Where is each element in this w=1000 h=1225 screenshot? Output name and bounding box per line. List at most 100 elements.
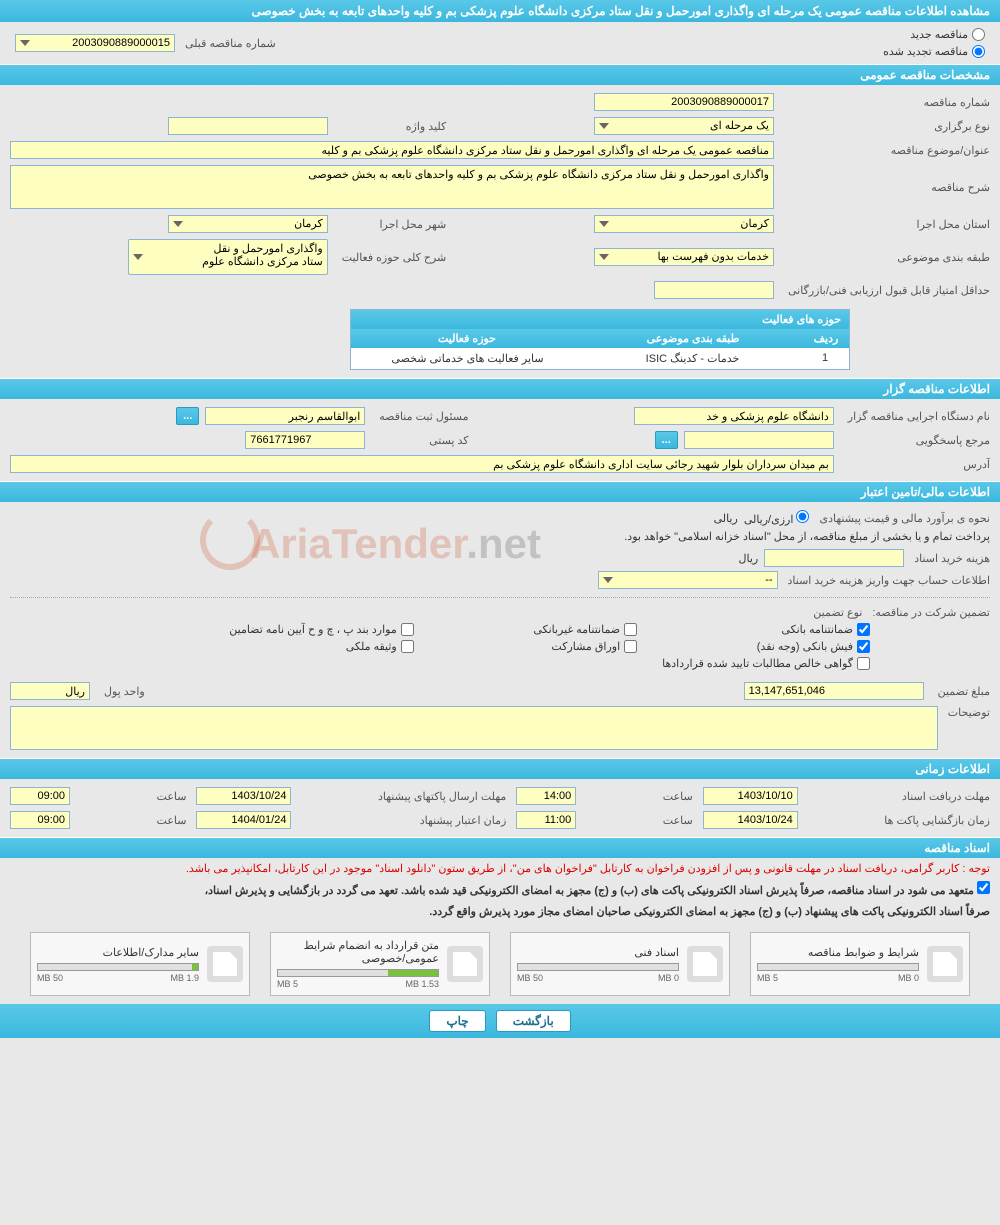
keyword-field[interactable]: [168, 117, 328, 135]
doc-cost-field[interactable]: [764, 549, 904, 567]
address-label: آدرس: [844, 458, 990, 471]
scope-select[interactable]: واگذاری امورحمل و نقل ستاد مرکزی دانشگاه…: [128, 239, 328, 275]
doc-title: شرایط و ضوابط مناقصه: [757, 946, 919, 959]
doc-used: 1.9 MB: [170, 973, 199, 983]
registrar-more-button[interactable]: ...: [176, 407, 199, 425]
payment-note: پرداخت تمام و یا بخشی از مبلغ مناقصه، از…: [10, 530, 990, 543]
page-title: مشاهده اطلاعات مناقصه عمومی یک مرحله ای …: [0, 0, 1000, 22]
category-select[interactable]: خدمات بدون فهرست بها: [594, 248, 774, 266]
chk-bank[interactable]: ضمانتنامه بانکی: [657, 623, 870, 636]
validity-date-field[interactable]: [196, 811, 291, 829]
validity-time-field[interactable]: [10, 811, 70, 829]
subject-label: عنوان/موضوع مناقصه: [784, 144, 990, 157]
scope-label: شرح کلی حوزه فعالیت: [338, 251, 447, 264]
doc-max: 50 MB: [37, 973, 63, 983]
registrar-field[interactable]: [205, 407, 365, 425]
doc-card[interactable]: شرایط و ضوابط مناقصه 0 MB 5 MB: [750, 932, 970, 996]
folder-icon: [927, 946, 963, 982]
chk-property[interactable]: وثیقه ملکی: [130, 640, 414, 653]
radio-new-label: مناقصه جدید: [910, 28, 968, 41]
city-label: شهر محل اجرا: [338, 218, 447, 231]
deposit-info-label: اطلاعات حساب جهت واریز هزینه خرید اسناد: [784, 574, 990, 587]
section-documents: اسناد مناقصه: [0, 837, 1000, 858]
doc-used: 0 MB: [898, 973, 919, 983]
doc-max: 5 MB: [757, 973, 778, 983]
doc-cost-unit: ریال: [738, 552, 758, 565]
address-field[interactable]: [10, 455, 834, 473]
contact-field[interactable]: [684, 431, 834, 449]
folder-icon: [447, 946, 483, 982]
doc-used: 0 MB: [658, 973, 679, 983]
radio-new[interactable]: مناقصه جدید: [883, 28, 985, 41]
validity-label: زمان اعتبار پیشنهاد: [301, 814, 506, 827]
tender-no-field[interactable]: [594, 93, 774, 111]
receive-time-field[interactable]: [516, 787, 576, 805]
doc-size-bar: [37, 963, 199, 971]
radio-renewed[interactable]: مناقصه تجدید شده: [883, 45, 985, 58]
city-select[interactable]: کرمان: [168, 215, 328, 233]
doc-size-bar: [757, 963, 919, 971]
submit-time-field[interactable]: [10, 787, 70, 805]
prev-tender-select[interactable]: 2003090889000015: [15, 34, 175, 52]
cell-scope: سایر فعالیت های خدماتی شخصی: [355, 352, 580, 365]
postal-field[interactable]: [245, 431, 365, 449]
contact-more-button[interactable]: ...: [655, 431, 678, 449]
back-button[interactable]: بازگشت: [496, 1010, 571, 1032]
open-time-field[interactable]: [516, 811, 576, 829]
province-select[interactable]: کرمان: [594, 215, 774, 233]
doc-max: 50 MB: [517, 973, 543, 983]
open-date-field[interactable]: [703, 811, 798, 829]
bold-notice-2: صرفاً اسناد الکترونیکی پاکت های پیشنهاد …: [0, 903, 1000, 924]
notes-label: توضیحات: [944, 706, 990, 719]
desc-textarea[interactable]: واگذاری امورحمل و نقل ستاد مرکزی دانشگاه…: [10, 165, 774, 209]
cell-idx: 1: [805, 352, 845, 365]
min-score-field[interactable]: [654, 281, 774, 299]
min-score-label: حداقل امتیاز قابل قبول ارزیابی فنی/بازرگ…: [784, 284, 990, 297]
type-label: نوع برگزاری: [784, 120, 990, 133]
doc-title: متن قرارداد به انضمام شرایط عمومی/خصوصی: [277, 939, 439, 965]
subject-field[interactable]: [10, 141, 774, 159]
deposit-info-select[interactable]: --: [598, 571, 778, 589]
cell-cat: خدمات - کدینگ ISIC: [580, 352, 805, 365]
folder-icon: [207, 946, 243, 982]
registrar-label: مسئول ثبت مناقصه: [375, 410, 468, 423]
activities-title: حوزه های فعالیت: [351, 310, 849, 329]
prev-tender-label: شماره مناقصه قبلی: [181, 37, 276, 50]
doc-card[interactable]: سایر مدارک/اطلاعات1.9 MB50 MB: [30, 932, 250, 996]
chk-clauses[interactable]: موارد بند پ ، چ و ح آیین نامه تضامین: [130, 623, 414, 636]
notes-textarea[interactable]: [10, 706, 938, 750]
desc-label: شرح مناقصه: [784, 181, 990, 194]
radio-renewed-label: مناقصه تجدید شده: [883, 45, 968, 58]
category-label: طبقه بندی موضوعی: [784, 251, 990, 264]
receive-date-field[interactable]: [703, 787, 798, 805]
unit-field[interactable]: [10, 682, 90, 700]
chk-nonbank[interactable]: ضمانتنامه غیربانکی: [434, 623, 637, 636]
province-label: استان محل اجرا: [784, 218, 990, 231]
org-label: نام دستگاه اجرایی مناقصه گزار: [844, 410, 990, 423]
section-general: مشخصات مناقصه عمومی: [0, 64, 1000, 85]
doc-card[interactable]: متن قرارداد به انضمام شرایط عمومی/خصوصی1…: [270, 932, 490, 996]
chk-cash[interactable]: فیش بانکی (وجه نقد): [657, 640, 870, 653]
chk-securities[interactable]: اوراق مشارکت: [434, 640, 637, 653]
col-row: ردیف: [806, 332, 846, 345]
type-select[interactable]: یک مرحله ای: [594, 117, 774, 135]
bold-notice-1: متعهد می شود در اسناد مناقصه، صرفاً پذیر…: [0, 879, 1000, 903]
receive-label: مهلت دریافت اسناد: [808, 790, 990, 803]
doc-max: 5 MB: [277, 979, 298, 989]
org-field[interactable]: [634, 407, 834, 425]
footer-buttons: بازگشت چاپ: [0, 1004, 1000, 1038]
amount-field[interactable]: [744, 682, 924, 700]
doc-title: اسناد فنی: [517, 946, 679, 959]
currency-radio[interactable]: ارزی/ریالی: [744, 510, 810, 526]
section-issuer: اطلاعات مناقصه گزار: [0, 378, 1000, 399]
col-scope: حوزه فعالیت: [354, 332, 580, 345]
chk-cert[interactable]: گواهی خالص مطالبات تایید شده قراردادها: [130, 657, 870, 670]
commit-checkbox[interactable]: متعهد می شود در اسناد مناقصه، صرفاً پذیر…: [205, 885, 990, 897]
red-notice: توجه : کاربر گرامی، دریافت اسناد در مهلت…: [0, 858, 1000, 879]
doc-card[interactable]: اسناد فنی 0 MB 50 MB: [510, 932, 730, 996]
open-time-label: ساعت: [586, 814, 692, 827]
print-button[interactable]: چاپ: [429, 1010, 485, 1032]
tender-type-row: مناقصه جدید مناقصه تجدید شده شماره مناقص…: [0, 22, 1000, 64]
postal-label: کد پستی: [375, 434, 468, 447]
submit-date-field[interactable]: [196, 787, 291, 805]
